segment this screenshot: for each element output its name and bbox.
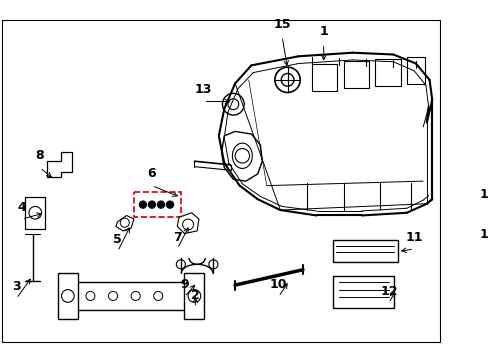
Circle shape bbox=[176, 260, 185, 269]
Circle shape bbox=[235, 149, 249, 163]
Circle shape bbox=[281, 73, 293, 86]
Bar bbox=[58, 273, 78, 319]
Text: 11: 11 bbox=[405, 230, 422, 243]
Circle shape bbox=[148, 201, 155, 208]
Bar bbox=[25, 197, 45, 229]
Circle shape bbox=[274, 67, 300, 93]
Text: 2: 2 bbox=[190, 289, 199, 302]
Text: 8: 8 bbox=[36, 149, 44, 162]
Circle shape bbox=[157, 201, 164, 208]
Bar bbox=[332, 276, 393, 308]
Text: 5: 5 bbox=[113, 233, 122, 246]
Text: 3: 3 bbox=[12, 280, 20, 293]
Circle shape bbox=[166, 201, 173, 208]
Circle shape bbox=[139, 201, 146, 208]
Circle shape bbox=[227, 99, 238, 110]
Text: 1: 1 bbox=[319, 25, 327, 38]
Bar bbox=[134, 192, 181, 217]
Bar bbox=[374, 59, 400, 86]
Circle shape bbox=[86, 292, 95, 301]
Polygon shape bbox=[177, 213, 199, 234]
Circle shape bbox=[462, 204, 484, 226]
Text: 6: 6 bbox=[147, 167, 156, 180]
Circle shape bbox=[61, 290, 74, 302]
Text: 14: 14 bbox=[479, 188, 488, 201]
Text: 7: 7 bbox=[173, 230, 181, 243]
Circle shape bbox=[468, 210, 478, 221]
Bar bbox=[184, 273, 204, 319]
Text: 10: 10 bbox=[269, 278, 286, 292]
Circle shape bbox=[208, 260, 218, 269]
Text: 15: 15 bbox=[273, 18, 290, 31]
Circle shape bbox=[222, 93, 244, 115]
Circle shape bbox=[153, 292, 163, 301]
Bar bbox=[343, 61, 368, 88]
Bar bbox=[332, 240, 397, 262]
Circle shape bbox=[29, 206, 41, 219]
Bar bbox=[72, 282, 189, 310]
Text: 13: 13 bbox=[194, 83, 212, 96]
Text: 4: 4 bbox=[17, 201, 26, 214]
Circle shape bbox=[188, 290, 201, 302]
Polygon shape bbox=[116, 216, 134, 231]
Circle shape bbox=[183, 219, 193, 230]
Circle shape bbox=[108, 292, 117, 301]
Bar bbox=[466, 234, 480, 243]
Circle shape bbox=[120, 218, 129, 227]
Circle shape bbox=[131, 292, 140, 301]
Bar bbox=[311, 64, 337, 91]
Text: 9: 9 bbox=[180, 278, 188, 292]
Text: 16: 16 bbox=[479, 228, 488, 241]
Polygon shape bbox=[221, 131, 262, 181]
Text: 12: 12 bbox=[379, 285, 397, 298]
Polygon shape bbox=[47, 152, 72, 177]
Bar bbox=[406, 57, 424, 84]
